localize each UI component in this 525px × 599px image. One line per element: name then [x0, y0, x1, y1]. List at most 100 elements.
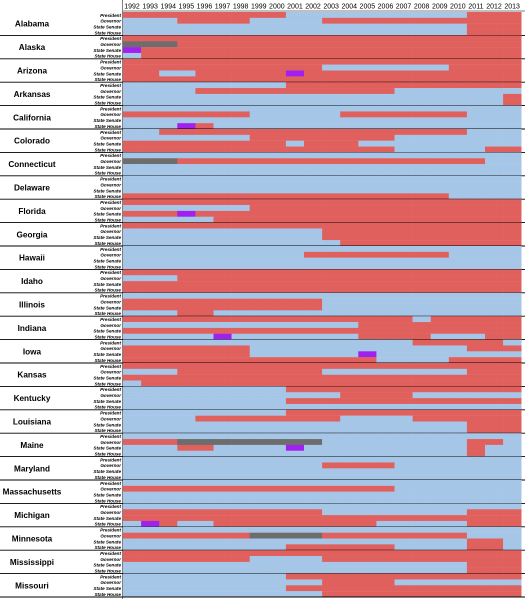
- cell: [430, 509, 450, 516]
- cell: [141, 175, 160, 182]
- cell: [394, 333, 413, 340]
- cell: [231, 164, 250, 171]
- cell: [123, 380, 142, 387]
- cell: [412, 515, 431, 522]
- cell: [358, 29, 377, 36]
- cell: [267, 433, 287, 440]
- cell: [177, 591, 196, 598]
- cell: [231, 485, 250, 492]
- cell: [340, 357, 359, 364]
- cell: [304, 520, 323, 527]
- cell: [412, 415, 431, 422]
- cell: [195, 152, 214, 159]
- cell: [430, 322, 450, 329]
- row-label: State Senate: [93, 48, 121, 53]
- cell: [304, 52, 323, 59]
- cell: [141, 368, 160, 375]
- cell: [448, 64, 468, 71]
- cell: [322, 427, 341, 434]
- cell: [485, 181, 504, 188]
- cell: [177, 187, 196, 194]
- cell: [249, 509, 269, 516]
- row-label: Governor: [100, 112, 121, 117]
- cell: [249, 561, 269, 568]
- cell: [485, 520, 504, 527]
- cell: [412, 187, 431, 194]
- cell: [195, 35, 214, 42]
- cell: [213, 421, 232, 428]
- cell: [195, 415, 214, 422]
- cell: [213, 444, 232, 451]
- cell: [249, 591, 269, 598]
- cell: [412, 357, 431, 364]
- cell: [503, 573, 522, 580]
- cell: [430, 538, 450, 545]
- cell: [304, 111, 323, 118]
- cell: [340, 269, 359, 276]
- cell: [213, 23, 232, 30]
- cell: [304, 485, 323, 492]
- cell: [394, 286, 413, 293]
- cell: [376, 515, 395, 522]
- cell: [304, 368, 323, 375]
- cell: [412, 509, 431, 516]
- cell: [448, 357, 468, 364]
- cell: [358, 129, 377, 136]
- cell: [159, 415, 178, 422]
- cell: [485, 491, 504, 498]
- cell: [340, 386, 359, 393]
- cell: [448, 99, 468, 106]
- cell: [485, 134, 504, 141]
- cell: [412, 216, 431, 223]
- cell: [376, 550, 395, 557]
- cell: [249, 386, 269, 393]
- cell: [141, 386, 160, 393]
- cell: [213, 345, 232, 352]
- cell: [448, 538, 468, 545]
- cell: [485, 169, 504, 176]
- cell: [340, 17, 359, 24]
- cell: [123, 316, 142, 323]
- cell: [412, 76, 431, 83]
- cell: [448, 561, 468, 568]
- cell: [430, 222, 450, 229]
- cell: [448, 140, 468, 147]
- cell: [412, 450, 431, 457]
- cell: [394, 228, 413, 235]
- cell: [267, 23, 287, 30]
- cell: [249, 497, 269, 504]
- cell: [340, 392, 359, 399]
- cell: [358, 23, 377, 30]
- cell: [358, 515, 377, 522]
- cell: [322, 269, 341, 276]
- cell: [430, 17, 450, 24]
- cell: [249, 76, 269, 83]
- cell: [448, 58, 468, 65]
- cell: [267, 292, 287, 299]
- cell: [430, 263, 450, 270]
- cell: [195, 398, 214, 405]
- cell: [466, 234, 486, 241]
- cell: [412, 152, 431, 159]
- cell: [213, 491, 232, 498]
- cell: [430, 497, 450, 504]
- cell: [159, 234, 178, 241]
- cell: [304, 99, 323, 106]
- cell: [412, 591, 431, 598]
- cell: [394, 169, 413, 176]
- cell: [394, 82, 413, 89]
- cell: [195, 567, 214, 574]
- cell: [430, 281, 450, 288]
- cell: [177, 70, 196, 77]
- cell: [249, 205, 269, 212]
- cell: [322, 129, 341, 136]
- cell: [358, 12, 377, 19]
- cell: [123, 450, 142, 457]
- cell: [249, 222, 269, 229]
- cell: [195, 275, 214, 282]
- cell: [159, 228, 178, 235]
- cell: [412, 439, 431, 446]
- cell: [340, 468, 359, 475]
- cell: [267, 76, 287, 83]
- cell: [485, 292, 504, 299]
